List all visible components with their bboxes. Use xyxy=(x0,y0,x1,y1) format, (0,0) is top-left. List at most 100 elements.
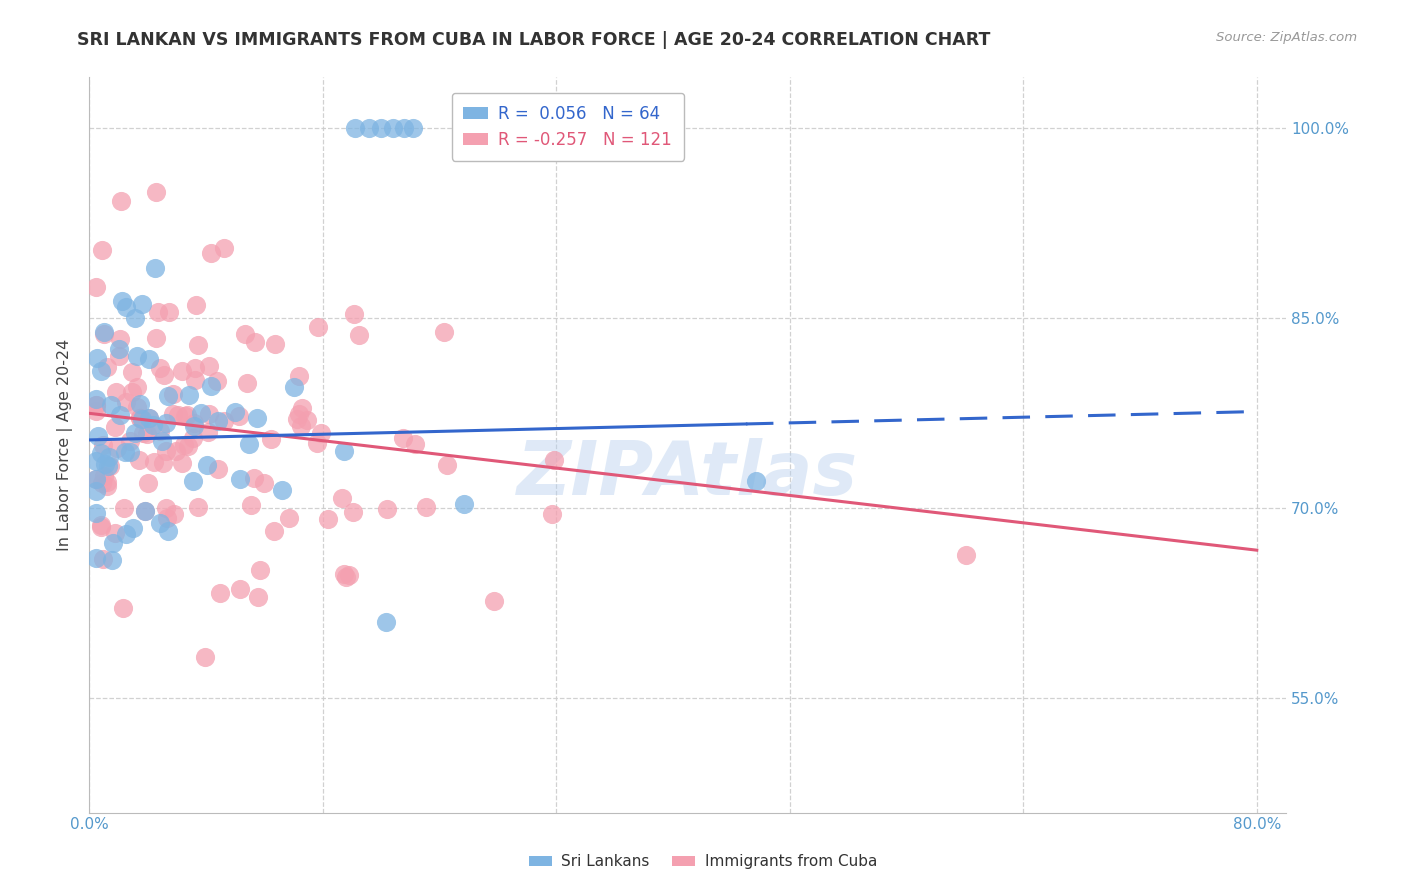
Point xyxy=(253,475,276,490)
Point xyxy=(207,414,229,428)
Point xyxy=(246,591,269,605)
Point xyxy=(138,352,160,367)
Point xyxy=(197,359,219,373)
Point xyxy=(142,417,165,432)
Point xyxy=(155,416,177,430)
Point xyxy=(229,582,252,596)
Point xyxy=(93,457,115,471)
Point xyxy=(263,524,285,538)
Point xyxy=(212,241,235,255)
Point xyxy=(155,500,177,515)
Point xyxy=(200,378,222,392)
Point xyxy=(370,121,392,136)
Point xyxy=(177,439,200,453)
Point xyxy=(195,458,218,473)
Point xyxy=(157,305,180,319)
Point xyxy=(453,497,475,511)
Point xyxy=(118,445,141,459)
Point xyxy=(283,380,305,394)
Point xyxy=(291,401,314,415)
Point xyxy=(150,434,173,448)
Point xyxy=(136,475,159,490)
Point xyxy=(155,443,177,458)
Point xyxy=(162,407,184,421)
Point xyxy=(86,351,108,366)
Point xyxy=(243,471,266,485)
Point xyxy=(190,407,212,421)
Point xyxy=(108,331,131,345)
Point xyxy=(105,384,128,399)
Point xyxy=(194,650,217,665)
Point xyxy=(183,361,205,376)
Point xyxy=(208,586,231,600)
Point xyxy=(433,325,456,339)
Point xyxy=(86,279,108,293)
Point xyxy=(131,411,153,425)
Point xyxy=(97,459,120,474)
Point xyxy=(115,300,138,314)
Point xyxy=(107,343,129,357)
Point xyxy=(249,563,271,577)
Point xyxy=(224,404,246,418)
Point xyxy=(111,600,134,615)
Point xyxy=(374,615,396,629)
Point xyxy=(138,411,160,425)
Point xyxy=(165,443,187,458)
Point xyxy=(277,511,299,525)
Point xyxy=(110,409,132,423)
Point xyxy=(174,409,197,423)
Point xyxy=(124,425,146,440)
Point xyxy=(381,121,404,136)
Point xyxy=(115,527,138,541)
Point xyxy=(111,294,134,309)
Point xyxy=(172,456,194,470)
Point xyxy=(187,338,209,352)
Point xyxy=(238,436,260,450)
Point xyxy=(264,336,287,351)
Point xyxy=(404,437,426,451)
Point xyxy=(131,297,153,311)
Point xyxy=(290,419,312,434)
Point xyxy=(152,456,174,470)
Point xyxy=(337,567,360,582)
Point xyxy=(86,551,108,566)
Point xyxy=(86,392,108,406)
Point xyxy=(288,407,311,421)
Point xyxy=(134,504,156,518)
Point xyxy=(197,425,219,439)
Point xyxy=(86,398,108,412)
Text: ZIPAtlas: ZIPAtlas xyxy=(517,438,858,511)
Point xyxy=(122,521,145,535)
Point xyxy=(156,511,179,525)
Point xyxy=(541,507,564,521)
Point xyxy=(125,400,148,414)
Point xyxy=(359,121,381,136)
Point xyxy=(91,244,114,258)
Point xyxy=(135,427,157,442)
Point xyxy=(91,552,114,566)
Point xyxy=(96,475,118,490)
Point xyxy=(173,438,195,452)
Point xyxy=(114,445,136,459)
Point xyxy=(93,325,115,339)
Point xyxy=(288,368,311,383)
Point xyxy=(309,425,332,440)
Point xyxy=(176,408,198,422)
Point xyxy=(96,360,118,375)
Point xyxy=(295,413,318,427)
Point xyxy=(90,446,112,460)
Legend: R =  0.056   N = 64, R = -0.257   N = 121: R = 0.056 N = 64, R = -0.257 N = 121 xyxy=(451,93,683,161)
Point xyxy=(129,411,152,425)
Point xyxy=(110,194,132,208)
Point xyxy=(246,411,269,425)
Point xyxy=(121,365,143,379)
Point xyxy=(482,594,505,608)
Point xyxy=(333,444,356,458)
Point xyxy=(124,311,146,326)
Point xyxy=(129,410,152,425)
Point xyxy=(186,298,208,312)
Point xyxy=(228,409,250,424)
Point xyxy=(145,331,167,345)
Point xyxy=(104,526,127,541)
Point xyxy=(104,420,127,434)
